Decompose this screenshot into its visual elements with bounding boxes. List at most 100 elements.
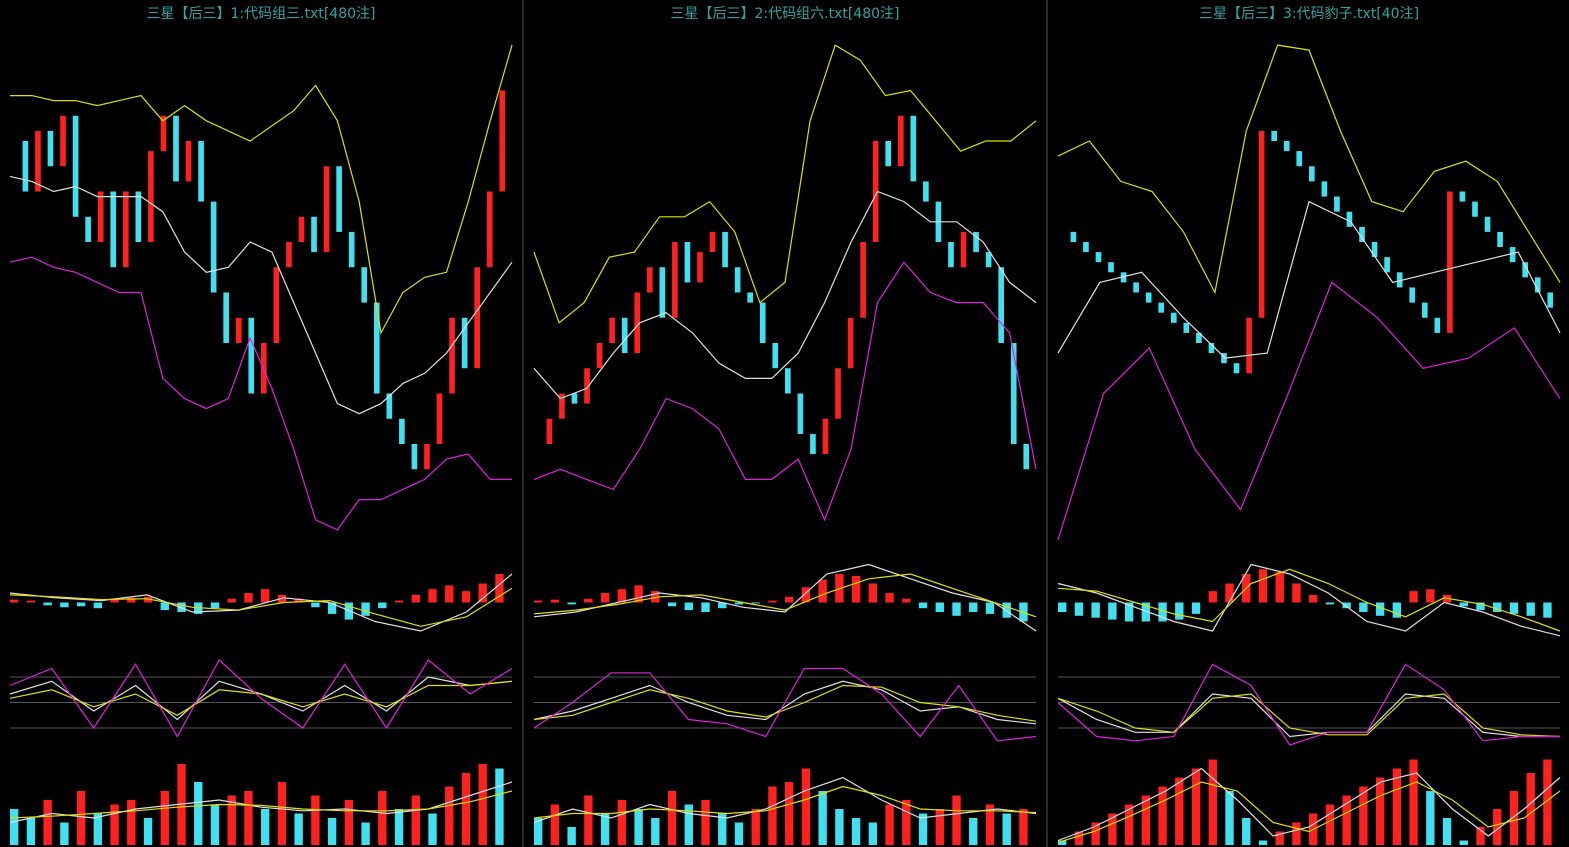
volume-bar	[26, 818, 36, 845]
macd-bar	[1459, 602, 1468, 607]
macd-bar	[1392, 602, 1402, 618]
volume-bar	[952, 795, 961, 845]
macd-bar	[1058, 602, 1067, 612]
macd-bar	[1141, 602, 1151, 622]
macd-bar	[1175, 602, 1184, 620]
volume-bar	[1158, 786, 1167, 845]
candle	[148, 151, 154, 242]
macd-bar	[361, 602, 370, 616]
indicator-line	[1057, 44, 1561, 295]
candle	[785, 368, 791, 394]
candle	[424, 444, 430, 470]
volume-bar	[885, 804, 894, 845]
macd-bar	[60, 602, 69, 608]
macd-bar	[394, 600, 404, 603]
macd-bar	[617, 589, 627, 603]
candle	[1321, 181, 1328, 197]
indicator-line	[533, 563, 1037, 632]
indicator-line	[1057, 693, 1561, 738]
candle	[1497, 231, 1503, 248]
indicator-line	[1057, 281, 1561, 541]
macd-bar	[327, 602, 337, 614]
candle	[399, 418, 405, 444]
candle	[973, 231, 979, 253]
volume-bar	[1275, 831, 1284, 845]
candle	[571, 393, 578, 404]
indicator-line	[9, 175, 513, 415]
macd-bar	[634, 585, 643, 603]
volume-bar	[110, 804, 119, 845]
volume-bar	[277, 782, 287, 845]
macd-bar	[600, 593, 610, 603]
volume-bar	[194, 782, 203, 845]
volume-bar	[1476, 827, 1485, 845]
candle	[860, 242, 866, 318]
candle	[559, 393, 565, 419]
macd-bar	[751, 602, 760, 604]
candle	[872, 141, 879, 242]
candle	[960, 231, 967, 268]
volume-bar	[495, 768, 504, 845]
candle	[85, 216, 91, 242]
macd-bar	[1509, 602, 1519, 614]
macd-bar	[461, 591, 471, 603]
volume-bar	[1543, 759, 1552, 845]
candle	[35, 130, 41, 192]
candle	[436, 393, 443, 444]
candle	[361, 267, 368, 303]
candle	[1196, 332, 1202, 343]
candle	[998, 267, 1004, 343]
indicator-line	[533, 776, 1037, 824]
candle	[1472, 201, 1478, 217]
macd-bar	[1292, 583, 1301, 603]
candle	[634, 292, 641, 354]
indicator-line	[1057, 663, 1560, 746]
candle	[373, 302, 380, 394]
candle	[1296, 151, 1303, 167]
candle	[1158, 302, 1165, 313]
macd-bar	[1493, 602, 1502, 612]
candle	[411, 444, 418, 470]
macd-bar	[1158, 602, 1167, 622]
candle	[985, 252, 992, 268]
volume-bar	[1375, 777, 1385, 845]
candle	[173, 115, 179, 182]
volume-bar	[1426, 791, 1435, 845]
volume-bar	[718, 813, 727, 845]
macd-bar	[1275, 572, 1284, 603]
volume-bar	[768, 786, 777, 845]
candle	[697, 252, 703, 283]
macd-bar	[210, 602, 220, 609]
macd-bar	[43, 602, 52, 606]
candle	[910, 115, 917, 182]
volume-bar	[1342, 795, 1351, 845]
indicator-line	[9, 790, 513, 819]
candle	[1010, 343, 1017, 444]
volume-bar	[261, 809, 270, 845]
indicator-line	[10, 44, 513, 335]
macd-bar	[534, 600, 543, 603]
volume-bar	[428, 813, 437, 845]
candle	[1547, 292, 1554, 308]
macd-bar	[651, 591, 660, 603]
volume-bar	[344, 800, 354, 845]
candle	[1334, 196, 1340, 212]
candle	[1095, 252, 1102, 263]
candle	[1023, 444, 1030, 470]
candle	[1258, 130, 1265, 318]
candle	[1421, 302, 1428, 318]
indicator-line	[533, 44, 1037, 324]
candle	[122, 191, 129, 268]
candle	[1509, 247, 1516, 263]
indicator-line	[533, 684, 1037, 722]
volume-bar	[1191, 768, 1201, 845]
volume-bar	[617, 800, 627, 845]
volume-bar	[1124, 804, 1134, 845]
macd-bar	[902, 598, 911, 603]
macd-bar	[868, 583, 878, 603]
indicator-line	[9, 680, 513, 716]
macd-bar	[227, 598, 236, 603]
candle	[198, 141, 204, 202]
